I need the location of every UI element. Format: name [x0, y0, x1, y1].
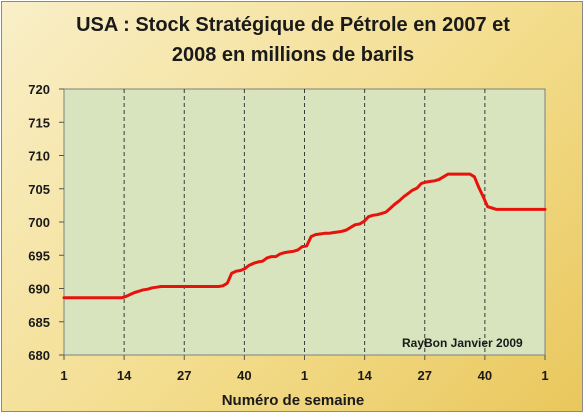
y-tick-label: 685 — [28, 315, 50, 330]
x-tick-label: 1 — [301, 368, 308, 383]
chart-title-line-1: USA : Stock Stratégique de Pétrole en 20… — [76, 14, 510, 36]
x-tick-label: 1 — [541, 368, 548, 383]
x-tick-label: 27 — [177, 368, 191, 383]
x-tick-label: 1 — [60, 368, 67, 383]
x-tick-label: 40 — [237, 368, 251, 383]
x-tick-label: 14 — [117, 368, 132, 383]
y-tick-label: 700 — [28, 215, 50, 230]
chart-title: USA : Stock Stratégique de Pétrole en 20… — [0, 10, 586, 70]
y-tick-label: 680 — [28, 348, 50, 363]
x-tick-label: 14 — [357, 368, 372, 383]
chart-annotation: RayBon Janvier 2009 — [402, 336, 523, 350]
y-tick-label: 720 — [28, 82, 50, 97]
x-axis-label: Numéro de semaine — [221, 392, 365, 409]
series-line — [62, 172, 547, 300]
y-tick-label: 695 — [28, 248, 50, 263]
x-tick-label: 40 — [478, 368, 492, 383]
chart-title-line-2: 2008 en millions de barils — [171, 44, 415, 66]
y-tick-label: 715 — [28, 115, 50, 130]
x-tick-label: 27 — [418, 368, 432, 383]
y-tick-label: 705 — [28, 182, 50, 197]
y-tick-label: 690 — [28, 282, 50, 297]
y-tick-label: 710 — [28, 149, 50, 164]
